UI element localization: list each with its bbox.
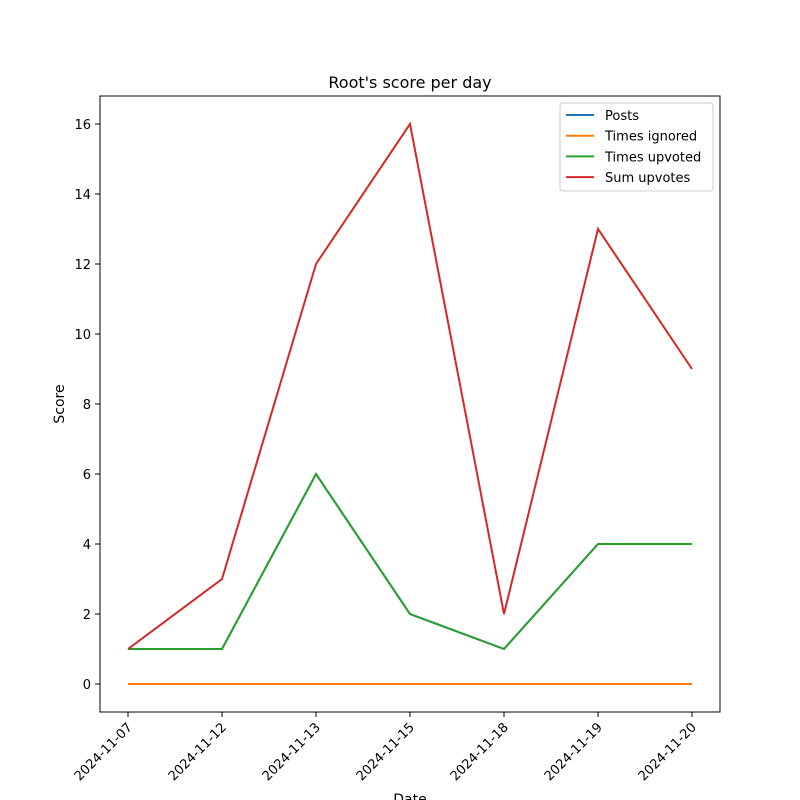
chart-title: Root's score per day	[328, 73, 491, 92]
y-tick-label: 6	[83, 468, 91, 483]
x-tick-label: 2024-11-20	[636, 720, 700, 784]
legend-label: Sum upvotes	[605, 171, 691, 186]
x-tick-label: 2024-11-15	[354, 720, 418, 784]
legend-label: Times ignored	[604, 130, 697, 145]
x-tick-label: 2024-11-12	[166, 720, 230, 784]
y-tick-label: 10	[74, 328, 91, 343]
x-tick-label: 2024-11-19	[542, 720, 606, 784]
series-layer	[127, 121, 693, 685]
legend: Posts Times ignored Times upvoted Sum upvot…	[559, 102, 714, 192]
legend-label: Posts	[605, 109, 639, 124]
y-tick-label: 2	[83, 608, 91, 623]
y-tick-label: 14	[74, 188, 91, 203]
y-tick-label: 16	[74, 118, 91, 133]
y-tick-label: 12	[74, 258, 91, 273]
legend-label: Times upvoted	[604, 150, 701, 165]
plot-area	[100, 96, 720, 712]
y-tick-label: 0	[83, 678, 91, 693]
plot-frame	[99, 95, 721, 713]
x-tick-label: 2024-11-13	[260, 720, 324, 784]
y-axis-label: Score	[52, 384, 68, 423]
y-tick-label: 4	[83, 538, 91, 553]
x-axis-label: Date	[393, 792, 426, 800]
x-tick-label: 2024-11-07	[72, 720, 136, 784]
x-tick-label: 2024-11-18	[448, 720, 512, 784]
legend-box	[559, 102, 714, 192]
y-tick-label: 8	[83, 398, 91, 413]
